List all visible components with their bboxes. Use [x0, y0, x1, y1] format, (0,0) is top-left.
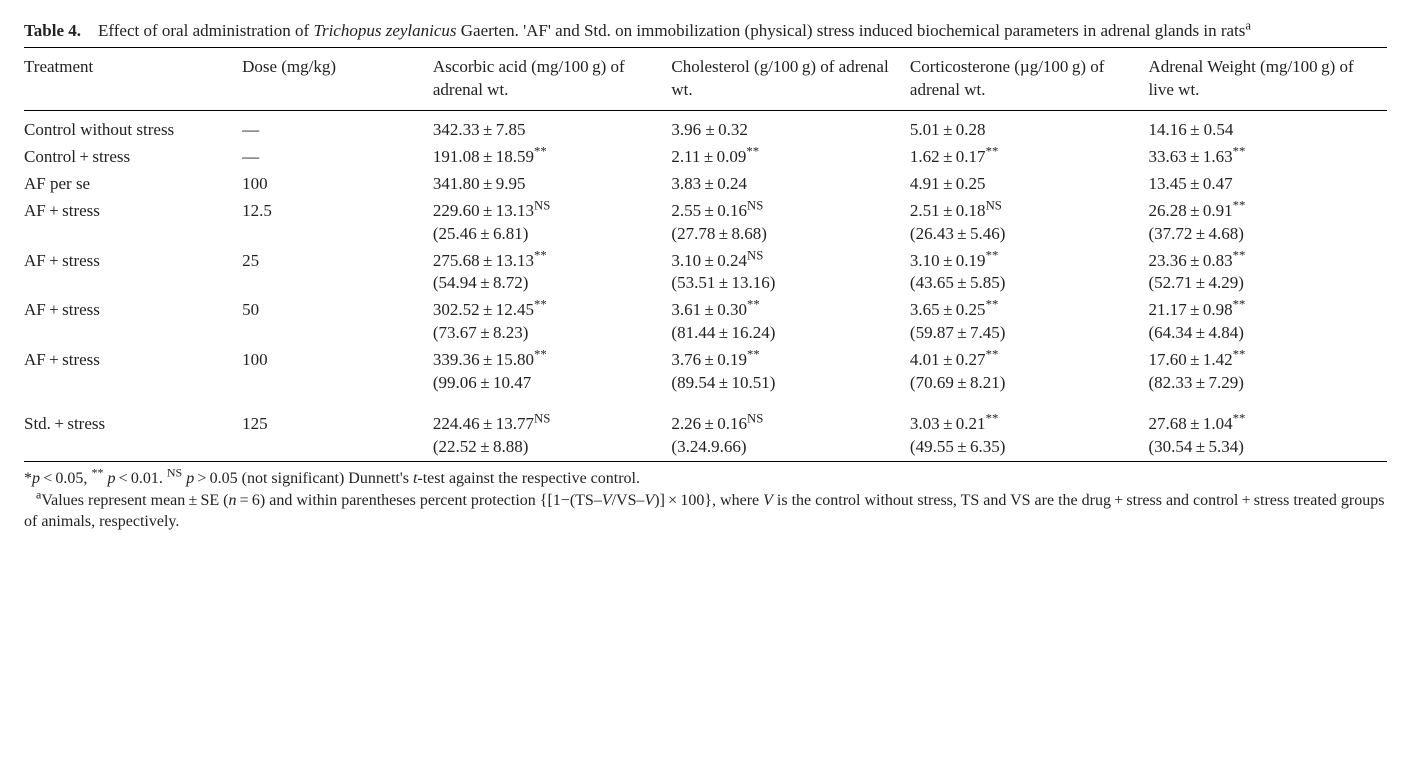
cell-corticosterone: 5.01 ± 0.28	[910, 110, 1149, 143]
table-footnotes: *p < 0.05, ** p < 0.01. NS p > 0.05 (not…	[24, 468, 1387, 533]
col-header-adrenal-wt: Adrenal Weight (mg/100 g) of live wt.	[1148, 47, 1387, 110]
cell-treatment: AF + stress	[24, 248, 242, 298]
cell-treatment: AF + stress	[24, 297, 242, 347]
col-header-ascorbic: Ascorbic acid (mg/100 g) of adrenal wt.	[433, 47, 672, 110]
cell-cholesterol: 2.26 ± 0.16NS(3.24.9.66)	[671, 411, 910, 461]
cell-dose: 25	[242, 248, 433, 298]
table-row: Std. + stress125224.46 ± 13.77NS(22.52 ±…	[24, 411, 1387, 461]
cell-treatment: Control + stress	[24, 144, 242, 171]
cell-ascorbic: 191.08 ± 18.59**	[433, 144, 672, 171]
col-header-cholesterol: Cholesterol (g/100 g) of adrenal wt.	[671, 47, 910, 110]
cell-corticosterone: 3.03 ± 0.21**(49.55 ± 6.35)	[910, 411, 1149, 461]
cell-cholesterol: 3.76 ± 0.19**(89.54 ± 10.51)	[671, 347, 910, 397]
col-header-dose: Dose (mg/kg)	[242, 47, 433, 110]
table-row: AF + stress100339.36 ± 15.80**(99.06 ± 1…	[24, 347, 1387, 397]
footnote-line-2: aValues represent mean ± SE (n = 6) and …	[24, 490, 1387, 533]
cell-ascorbic: 224.46 ± 13.77NS(22.52 ± 8.88)	[433, 411, 672, 461]
cell-adrenal-wt: 33.63 ± 1.63**	[1148, 144, 1387, 171]
cell-ascorbic: 275.68 ± 13.13**(54.94 ± 8.72)	[433, 248, 672, 298]
cell-dose: 125	[242, 411, 433, 461]
col-header-treatment: Treatment	[24, 47, 242, 110]
cell-cholesterol: 3.96 ± 0.32	[671, 110, 910, 143]
cell-cholesterol: 2.55 ± 0.16NS(27.78 ± 8.68)	[671, 198, 910, 248]
table-header-row: Treatment Dose (mg/kg) Ascorbic acid (mg…	[24, 47, 1387, 110]
table-row: Control without stress—342.33 ± 7.853.96…	[24, 110, 1387, 143]
cell-corticosterone: 3.65 ± 0.25**(59.87 ± 7.45)	[910, 297, 1149, 347]
cell-adrenal-wt: 17.60 ± 1.42**(82.33 ± 7.29)	[1148, 347, 1387, 397]
cell-dose: 12.5	[242, 198, 433, 248]
cell-dose: —	[242, 110, 433, 143]
cell-corticosterone: 1.62 ± 0.17**	[910, 144, 1149, 171]
table-caption: Table 4. Effect of oral administration o…	[24, 20, 1387, 43]
table-row: AF + stress25275.68 ± 13.13**(54.94 ± 8.…	[24, 248, 1387, 298]
cell-adrenal-wt: 23.36 ± 0.83**(52.71 ± 4.29)	[1148, 248, 1387, 298]
cell-corticosterone: 4.01 ± 0.27**(70.69 ± 8.21)	[910, 347, 1149, 397]
cell-adrenal-wt: 13.45 ± 0.47	[1148, 171, 1387, 198]
table-row: Control + stress—191.08 ± 18.59**2.11 ± …	[24, 144, 1387, 171]
cell-corticosterone: 2.51 ± 0.18NS(26.43 ± 5.46)	[910, 198, 1149, 248]
caption-text-post: Gaerten. 'AF' and Std. on immobilization…	[457, 21, 1246, 40]
table-spacer-row	[24, 397, 1387, 411]
table-body: Control without stress—342.33 ± 7.853.96…	[24, 110, 1387, 461]
cell-adrenal-wt: 21.17 ± 0.98**(64.34 ± 4.84)	[1148, 297, 1387, 347]
cell-corticosterone: 4.91 ± 0.25	[910, 171, 1149, 198]
cell-adrenal-wt: 27.68 ± 1.04**(30.54 ± 5.34)	[1148, 411, 1387, 461]
cell-ascorbic: 302.52 ± 12.45**(73.67 ± 8.23)	[433, 297, 672, 347]
table-label: Table 4.	[24, 21, 81, 40]
cell-ascorbic: 229.60 ± 13.13NS(25.46 ± 6.81)	[433, 198, 672, 248]
cell-cholesterol: 3.83 ± 0.24	[671, 171, 910, 198]
cell-ascorbic: 339.36 ± 15.80**(99.06 ± 10.47	[433, 347, 672, 397]
caption-sup: a	[1245, 18, 1251, 32]
caption-text-pre: Effect of oral administration of	[98, 21, 313, 40]
data-table: Treatment Dose (mg/kg) Ascorbic acid (mg…	[24, 47, 1387, 462]
cell-ascorbic: 342.33 ± 7.85	[433, 110, 672, 143]
cell-cholesterol: 2.11 ± 0.09**	[671, 144, 910, 171]
cell-adrenal-wt: 14.16 ± 0.54	[1148, 110, 1387, 143]
cell-dose: 100	[242, 347, 433, 397]
cell-treatment: AF per se	[24, 171, 242, 198]
cell-corticosterone: 3.10 ± 0.19**(43.65 ± 5.85)	[910, 248, 1149, 298]
footnote-line-1: *p < 0.05, ** p < 0.01. NS p > 0.05 (not…	[24, 468, 1387, 490]
cell-treatment: Control without stress	[24, 110, 242, 143]
cell-treatment: Std. + stress	[24, 411, 242, 461]
cell-cholesterol: 3.10 ± 0.24NS(53.51 ± 13.16)	[671, 248, 910, 298]
cell-cholesterol: 3.61 ± 0.30**(81.44 ± 16.24)	[671, 297, 910, 347]
cell-dose: 100	[242, 171, 433, 198]
cell-dose: 50	[242, 297, 433, 347]
cell-adrenal-wt: 26.28 ± 0.91**(37.72 ± 4.68)	[1148, 198, 1387, 248]
table-row: AF per se100341.80 ± 9.953.83 ± 0.244.91…	[24, 171, 1387, 198]
table-row: AF + stress12.5229.60 ± 13.13NS(25.46 ± …	[24, 198, 1387, 248]
cell-ascorbic: 341.80 ± 9.95	[433, 171, 672, 198]
table-row: AF + stress50302.52 ± 12.45**(73.67 ± 8.…	[24, 297, 1387, 347]
col-header-corticosterone: Corticosterone (µg/100 g) of adrenal wt.	[910, 47, 1149, 110]
cell-treatment: AF + stress	[24, 198, 242, 248]
cell-dose: —	[242, 144, 433, 171]
caption-text-italic: Trichopus zeylanicus	[313, 21, 456, 40]
cell-treatment: AF + stress	[24, 347, 242, 397]
